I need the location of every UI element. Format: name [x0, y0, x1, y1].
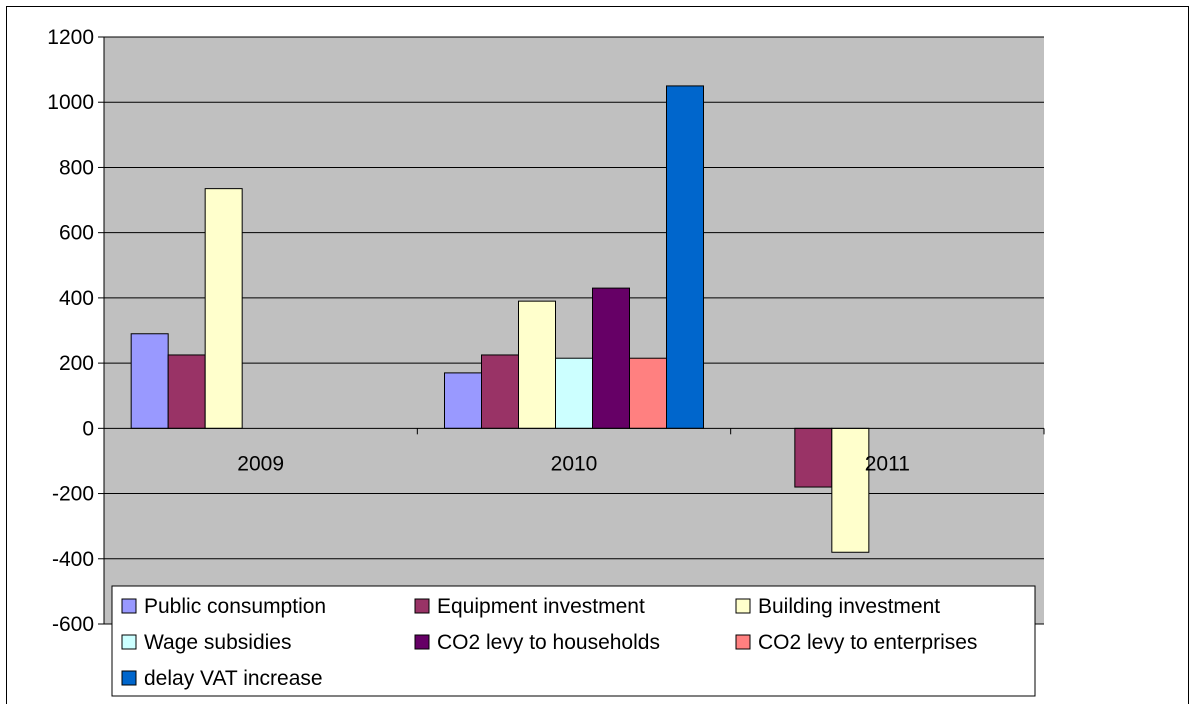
legend-label: Wage subsidies [144, 631, 291, 654]
bar-co2-levy-to-households-2010 [593, 288, 630, 428]
legend-swatch [736, 599, 750, 613]
bar-building-investment-2011 [832, 428, 869, 552]
legend-label: delay VAT increase [144, 667, 323, 690]
y-tick-label: -600 [52, 613, 94, 636]
y-tick-label: 800 [59, 156, 94, 179]
bar-building-investment-2009 [205, 189, 242, 429]
legend-label: Public consumption [144, 595, 326, 618]
legend-swatch [122, 671, 136, 685]
x-tick-label: 2011 [865, 452, 910, 475]
y-tick-label: 600 [59, 222, 94, 245]
legend-swatch [736, 635, 750, 649]
bar-building-investment-2010 [519, 301, 556, 428]
legend-label: Equipment investment [437, 595, 645, 618]
legend-label: Building investment [758, 595, 940, 618]
bar-public-consumption-2010 [445, 373, 482, 428]
x-tick-label: 2009 [237, 452, 284, 475]
y-tick-label: 0 [82, 417, 94, 440]
bar-co2-levy-to-enterprises-2010 [630, 358, 667, 428]
legend-swatch [415, 599, 429, 613]
y-tick-label: 400 [59, 287, 94, 310]
y-tick-label: -200 [52, 483, 94, 506]
y-tick-label: 200 [59, 352, 94, 375]
plot-area [104, 37, 1044, 624]
legend-label: CO2 levy to enterprises [758, 631, 977, 654]
legend-swatch [415, 635, 429, 649]
bar-public-consumption-2009 [131, 334, 168, 429]
bar-equipment-investment-2009 [168, 355, 205, 428]
x-tick-label: 2010 [551, 452, 598, 475]
legend-swatch [122, 599, 136, 613]
y-tick-label: -400 [52, 548, 94, 571]
bar-delay-vat-increase-2010 [667, 86, 704, 428]
bar-equipment-investment-2010 [482, 355, 519, 428]
legend-label: CO2 levy to households [437, 631, 660, 654]
bar-wage-subsidies-2010 [556, 358, 593, 428]
bar-equipment-investment-2011 [795, 428, 832, 487]
y-tick-label: 1000 [47, 91, 94, 114]
legend-swatch [122, 635, 136, 649]
y-tick-label: 1200 [47, 26, 94, 49]
